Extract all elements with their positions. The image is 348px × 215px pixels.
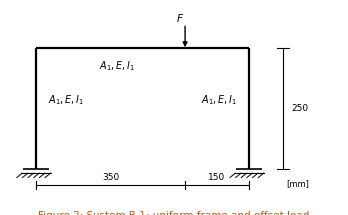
Text: 150: 150 [208,173,226,182]
Text: $A_1, E, I_1$: $A_1, E, I_1$ [99,60,135,73]
Text: 250: 250 [292,104,309,113]
Text: $F$: $F$ [176,12,184,24]
Text: $A_1, E, I_1$: $A_1, E, I_1$ [48,94,84,107]
Text: $A_1, E, I_1$: $A_1, E, I_1$ [200,94,237,107]
Text: 350: 350 [102,173,119,182]
Text: [mm]: [mm] [286,179,309,188]
Text: Figure 2: System B.1: uniform frame and offset load: Figure 2: System B.1: uniform frame and … [38,211,310,215]
